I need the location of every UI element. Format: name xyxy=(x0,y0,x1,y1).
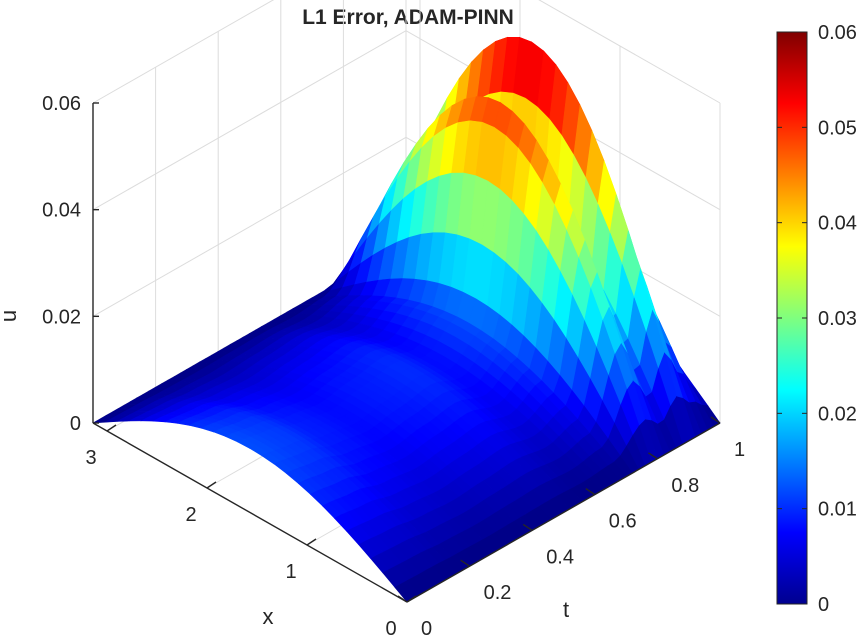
colorbar-tick-label: 0.01 xyxy=(818,499,857,521)
x-tick-mark xyxy=(306,538,317,546)
x-tick-label: 3 xyxy=(85,447,96,469)
error-surface xyxy=(92,36,721,603)
z-tick-label: 0.06 xyxy=(42,93,81,115)
z-tick-label: 0.02 xyxy=(42,306,81,328)
t-tick-mark xyxy=(648,452,658,460)
t-tick-mark xyxy=(585,488,596,496)
t-tick-mark xyxy=(397,595,408,603)
colorbar: 0 0.01 0.02 0.03 0.04 0.05 0.06 xyxy=(776,22,857,616)
colorbar-tick-label: 0.05 xyxy=(818,117,857,139)
t-tick-mark xyxy=(522,523,533,531)
t-tick-label: 0.4 xyxy=(546,546,574,568)
x-axis-line xyxy=(92,422,408,603)
z-tick-label: 0 xyxy=(70,413,81,435)
colorbar-tick-label: 0.03 xyxy=(818,308,857,330)
t-axis-ticks: 0 0.2 0.4 0.6 0.8 1 xyxy=(397,416,745,640)
colorbar-tick-label: 0.02 xyxy=(818,403,857,425)
t-tick-label: 0.8 xyxy=(671,475,699,497)
axis-lines xyxy=(92,103,721,603)
axes-3d: 0 0.02 0.04 0.06 0 1 2 3 0 0.2 0.4 0.6 0.8 1 xyxy=(42,0,745,640)
t-tick-label: 0 xyxy=(421,618,432,640)
t-axis-label: t xyxy=(563,597,569,622)
x-axis-label: x xyxy=(263,604,274,629)
x-tick-mark xyxy=(106,424,117,432)
t-tick-label: 0.2 xyxy=(484,582,512,604)
x-tick-label: 1 xyxy=(285,561,296,583)
u-axis-label: u xyxy=(0,310,21,322)
colorbar-tick-label: 0.06 xyxy=(818,22,857,44)
grid-line-z xyxy=(92,0,721,104)
chart-title: L1 Error, ADAM-PINN xyxy=(302,6,514,29)
t-tick-label: 0.6 xyxy=(609,511,637,533)
x-tick-label: 0 xyxy=(385,618,396,640)
colorbar-ticks: 0 0.01 0.02 0.03 0.04 0.05 0.06 xyxy=(777,22,857,616)
t-tick-mark xyxy=(460,559,470,567)
x-tick-mark xyxy=(406,595,417,603)
x-tick-mark xyxy=(206,481,217,489)
t-tick-label: 1 xyxy=(734,439,745,461)
colorbar-tick-label: 0 xyxy=(818,594,829,616)
t-axis-line xyxy=(406,422,721,603)
z-axis-ticks: 0 0.02 0.04 0.06 xyxy=(42,93,99,435)
z-tick-label: 0.04 xyxy=(42,200,81,222)
x-axis-ticks: 0 1 2 3 xyxy=(85,424,417,640)
colorbar-tick-label: 0.04 xyxy=(818,213,857,235)
x-tick-label: 2 xyxy=(185,504,196,526)
t-tick-mark xyxy=(710,416,721,424)
